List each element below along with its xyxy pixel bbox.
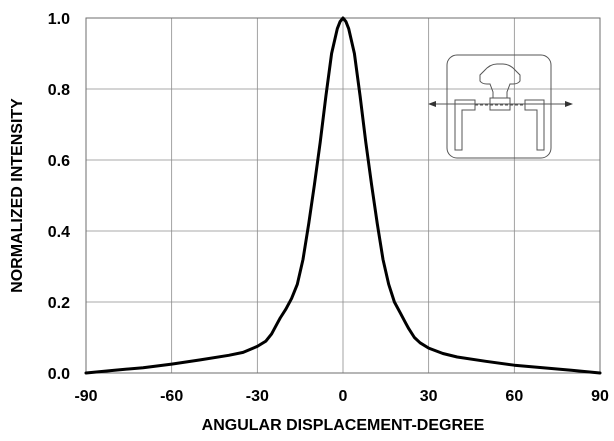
- y-axis-title: NORMALIZED INTENSITY: [9, 98, 26, 293]
- x-tick-label: -90: [74, 388, 97, 405]
- x-axis-title: ANGULAR DISPLACEMENT-DEGREE: [202, 417, 485, 434]
- x-tick-label: 30: [420, 388, 438, 405]
- y-tick-label: 0.4: [48, 224, 70, 241]
- y-tick-label: 0.2: [48, 295, 70, 312]
- right-arrow-icon: [565, 101, 573, 107]
- x-tick-label: 0: [339, 388, 348, 405]
- y-tick-label: 1.0: [48, 11, 70, 28]
- y-tick-label: 0.0: [48, 366, 70, 383]
- y-tick-label: 0.6: [48, 153, 70, 170]
- x-tick-labels: -90 -60 -30 0 30 60 90: [74, 388, 609, 405]
- x-tick-label: 60: [505, 388, 523, 405]
- grid: [85, 17, 601, 374]
- x-tick-label: 90: [591, 388, 609, 405]
- x-tick-label: -30: [246, 388, 269, 405]
- y-tick-label: 0.8: [48, 82, 70, 99]
- y-tick-labels: 0.0 0.2 0.4 0.6 0.8 1.0: [48, 11, 70, 383]
- left-arrow-icon: [428, 101, 436, 107]
- x-tick-label: -60: [160, 388, 183, 405]
- intensity-curve: [84, 16, 602, 375]
- led-package-diagram: [428, 54, 573, 159]
